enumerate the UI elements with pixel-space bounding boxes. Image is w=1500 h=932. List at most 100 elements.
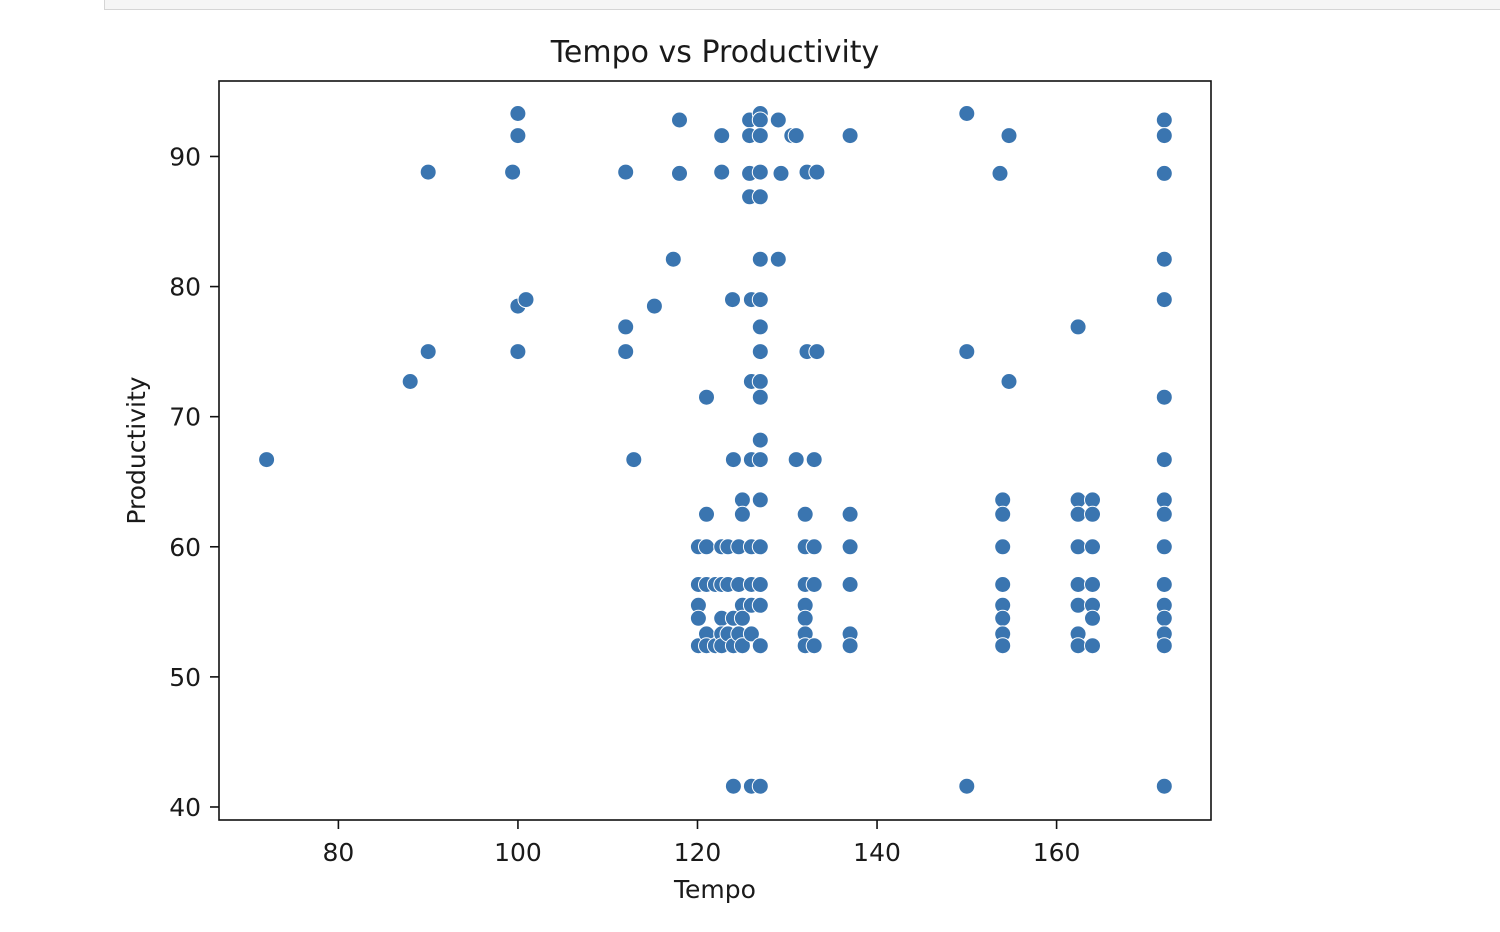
data-point: [1155, 491, 1173, 509]
data-point: [1069, 505, 1087, 523]
data-point: [1069, 538, 1087, 556]
data-point: [1084, 637, 1101, 655]
data-point: [733, 637, 751, 655]
data-point: [796, 505, 814, 523]
data-point: [994, 491, 1012, 509]
data-point: [664, 250, 682, 268]
data-point: [1155, 637, 1173, 655]
data-point: [645, 297, 663, 315]
data-point: [724, 291, 741, 309]
data-point: [751, 318, 769, 336]
x-tick-label: 80: [322, 838, 354, 867]
data-point: [808, 343, 826, 361]
data-point: [504, 163, 522, 181]
data-point: [1084, 609, 1101, 627]
data-point: [841, 127, 859, 145]
data-point: [751, 250, 769, 268]
data-point: [698, 505, 715, 523]
y-tick-label: 70: [169, 403, 201, 432]
y-tick-label: 50: [169, 663, 201, 692]
x-tick-label: 140: [853, 838, 901, 867]
data-point: [1084, 491, 1101, 509]
y-axis-label: Productivity: [122, 376, 151, 524]
data-point: [958, 343, 976, 361]
data-point: [796, 609, 814, 627]
data-point: [1155, 538, 1173, 556]
data-point: [1155, 576, 1173, 593]
data-point: [625, 451, 643, 469]
data-point: [751, 431, 769, 449]
data-point: [1069, 637, 1087, 655]
data-point: [991, 164, 1009, 182]
data-point: [419, 163, 437, 181]
data-point: [841, 505, 859, 523]
data-point: [1084, 576, 1101, 593]
data-point: [805, 451, 823, 469]
data-point: [994, 505, 1012, 523]
data-point: [772, 164, 790, 182]
data-point: [841, 637, 859, 655]
data-point: [733, 609, 751, 627]
x-tick-label: 100: [494, 838, 542, 867]
data-point: [751, 373, 769, 390]
data-point: [841, 576, 859, 593]
data-point: [698, 388, 715, 406]
data-point: [994, 576, 1012, 593]
axis-ticks: 80 100 120 140 160 40 50 60 70 80 90: [169, 142, 1080, 867]
data-point: [1155, 250, 1173, 268]
data-point: [1069, 318, 1087, 336]
data-point: [958, 777, 976, 795]
data-point: [509, 105, 527, 122]
data-point: [994, 637, 1012, 655]
data-point: [509, 127, 527, 145]
data-point: [1155, 609, 1173, 627]
y-tick-label: 90: [169, 142, 201, 171]
data-point: [517, 291, 535, 309]
data-point: [671, 164, 688, 182]
data-point: [1000, 373, 1018, 390]
data-point: [698, 538, 715, 556]
data-point: [258, 451, 276, 469]
data-point: [1069, 576, 1087, 593]
data-point: [751, 491, 769, 509]
data-point: [751, 127, 769, 145]
data-point: [1155, 451, 1173, 469]
data-point: [751, 188, 769, 206]
data-point: [994, 538, 1012, 556]
data-point: [994, 609, 1012, 627]
data-point: [1000, 127, 1018, 145]
data-point: [724, 777, 742, 795]
data-point: [751, 538, 769, 556]
data-point: [724, 451, 742, 469]
data-point: [751, 343, 769, 361]
data-point: [805, 538, 823, 556]
data-point: [805, 576, 823, 593]
data-point: [769, 250, 787, 268]
data-point: [1155, 291, 1173, 309]
data-point: [751, 111, 769, 129]
data-points: [258, 105, 1173, 795]
data-point: [1084, 538, 1101, 556]
data-point: [808, 163, 826, 181]
data-point: [751, 388, 769, 406]
data-point: [713, 127, 731, 145]
data-point: [1069, 491, 1087, 509]
data-point: [1155, 388, 1173, 406]
data-point: [401, 373, 419, 390]
data-point: [751, 596, 769, 614]
data-point: [1155, 505, 1173, 523]
data-point: [617, 318, 635, 336]
y-tick-label: 80: [169, 273, 201, 302]
notebook-cell-frame: [104, 0, 1500, 10]
data-point: [769, 111, 787, 129]
y-tick-label: 60: [169, 533, 201, 562]
data-point: [689, 609, 707, 627]
chart-title: Tempo vs Productivity: [550, 35, 880, 70]
data-point: [751, 637, 769, 655]
data-point: [1069, 596, 1087, 614]
data-point: [1155, 164, 1173, 182]
data-point: [958, 105, 976, 122]
data-point: [742, 625, 760, 643]
data-point: [713, 163, 731, 181]
